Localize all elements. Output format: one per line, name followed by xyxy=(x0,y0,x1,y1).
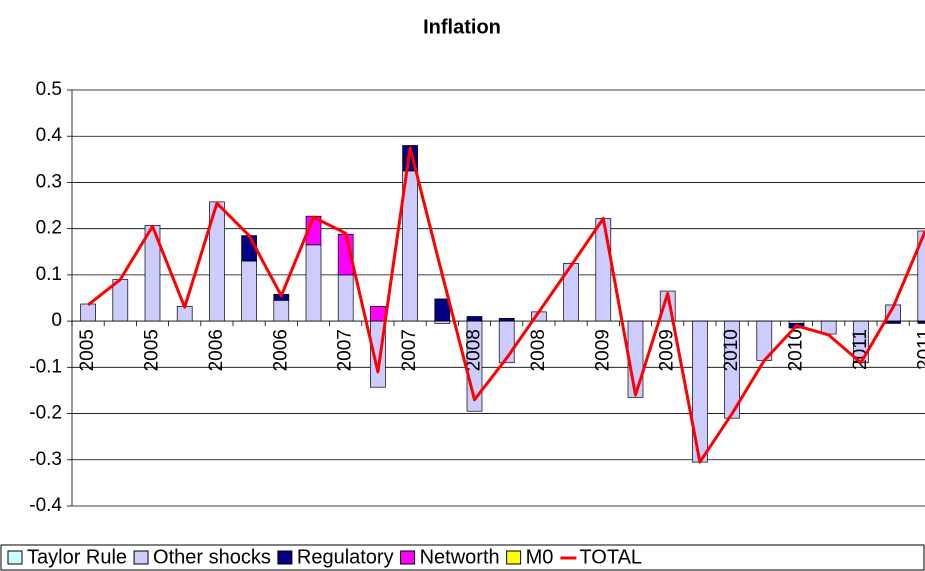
legend-label: Other shocks xyxy=(153,546,271,568)
x-tick-label: 2008 xyxy=(464,329,485,371)
legend-label: TOTAL xyxy=(579,546,642,568)
y-tick-label: -0.1 xyxy=(29,356,62,377)
bar xyxy=(80,303,96,322)
legend-label: Networth xyxy=(420,546,500,568)
x-tick-label: 2010 xyxy=(786,329,807,371)
x-tick-label: 2009 xyxy=(592,329,613,371)
bar xyxy=(434,298,451,322)
total-line xyxy=(87,146,925,464)
legend-swatch xyxy=(7,550,23,565)
x-tick-label: 2006 xyxy=(270,329,291,371)
bar xyxy=(370,305,386,322)
x-tick-label: 2005 xyxy=(77,329,98,371)
x-tick-label: 2006 xyxy=(206,329,227,371)
x-tick-label: 2011 xyxy=(850,329,871,370)
y-tick-label: 0.2 xyxy=(36,218,62,239)
bar xyxy=(917,230,925,322)
bar xyxy=(305,244,322,322)
legend-swatch xyxy=(506,550,522,565)
bar xyxy=(112,279,129,322)
x-tick-label: 2010 xyxy=(721,329,742,371)
legend-swatch xyxy=(133,550,149,565)
x-tick-label: 2007 xyxy=(399,329,420,371)
legend-label: Taylor Rule xyxy=(27,546,127,568)
legend-swatch xyxy=(400,550,416,565)
y-tick-label: 0 xyxy=(51,310,62,331)
legend-label: M0 xyxy=(526,546,554,568)
x-tick-label: 2009 xyxy=(657,329,678,371)
bar xyxy=(241,260,257,322)
y-tick-label: -0.2 xyxy=(29,403,62,424)
bar xyxy=(595,218,612,322)
bar xyxy=(466,316,483,322)
y-tick-label: -0.4 xyxy=(29,495,62,516)
x-tick-label: 2008 xyxy=(528,329,549,371)
bar xyxy=(917,320,925,324)
y-tick-label: 0.4 xyxy=(36,125,63,146)
x-tick-label: 2011 xyxy=(914,329,925,370)
y-tick-label: 0.1 xyxy=(36,264,62,285)
y-tick-label: 0.5 xyxy=(36,79,62,100)
x-tick-label: 2005 xyxy=(142,329,163,371)
legend-swatch xyxy=(277,550,293,565)
bar xyxy=(498,317,515,322)
bar xyxy=(273,299,290,322)
legend-box xyxy=(0,544,925,571)
bar xyxy=(337,274,354,322)
y-tick-label: -0.3 xyxy=(29,449,62,470)
legend-label: Regulatory xyxy=(297,546,394,568)
legend: Taylor Rule Other shocks Regulatory Networt… xyxy=(0,544,925,571)
chart-title: Inflation xyxy=(423,16,501,38)
x-tick-label: 2007 xyxy=(335,329,356,371)
y-tick-label: 0.3 xyxy=(36,171,62,192)
